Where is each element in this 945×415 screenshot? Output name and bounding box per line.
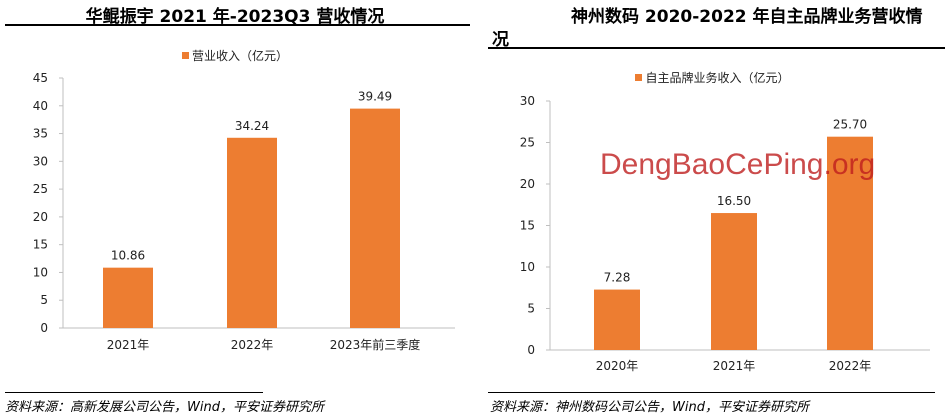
y-tick-label: 35: [33, 127, 48, 141]
x-tick-label: 2023年前三季度: [330, 337, 421, 352]
right-title-rule: [488, 47, 945, 49]
bar-value-label: 25.70: [833, 118, 867, 132]
left-source: 资料来源：高新发展公司公告，Wind，平安证券研究所: [5, 400, 324, 415]
x-tick-label: 2021年: [713, 359, 756, 373]
bar: [103, 267, 153, 328]
y-tick-label: 0: [527, 343, 535, 357]
y-tick-label: 5: [527, 302, 535, 316]
y-tick-label: 15: [520, 219, 535, 233]
bar-value-label: 7.28: [604, 271, 631, 285]
y-tick-label: 40: [33, 99, 48, 113]
bar: [594, 289, 640, 350]
y-tick-label: 5: [40, 293, 48, 307]
left-source-rule: [5, 392, 263, 393]
y-tick-label: 10: [33, 265, 48, 279]
bar-value-label: 10.86: [111, 249, 145, 263]
y-tick-label: 25: [520, 136, 535, 150]
right-chart-title-line1: 神州数码 2020-2022 年自主品牌业务营收情: [571, 7, 923, 27]
y-tick-label: 25: [33, 182, 48, 196]
x-tick-label: 2020年: [596, 359, 639, 373]
x-tick-label: 2022年: [231, 338, 274, 352]
x-tick-label: 2022年: [829, 359, 872, 373]
left-bar-chart: 0 5 10 15 20 25 30 35 40 45 10.86 2021年 34.24 2022年 39…: [33, 71, 455, 352]
y-tick-label: 30: [33, 154, 48, 168]
left-title-rule: [5, 24, 470, 26]
y-tick-label: 15: [33, 238, 48, 252]
bar: [827, 136, 873, 350]
left-chart-title: 华鲲振宇 2021 年-2023Q3 营收情况: [85, 7, 385, 27]
right-source: 资料来源：神州数码公司公告，Wind，平安证券研究所: [490, 400, 809, 415]
right-source-rule: [488, 392, 935, 393]
y-tick-label: 0: [40, 321, 48, 335]
left-legend: 营业收入（亿元）: [0, 47, 470, 64]
right-chart-title-line2: 况: [492, 30, 509, 50]
y-tick-label: 20: [520, 177, 535, 191]
y-tick-label: 20: [33, 210, 48, 224]
legend-swatch: [635, 74, 643, 81]
legend-swatch: [181, 52, 189, 59]
right-legend: 自主品牌业务收入（亿元）: [480, 69, 945, 86]
y-tick-label: 10: [520, 260, 535, 274]
bar-value-label: 39.49: [358, 90, 392, 104]
bar-value-label: 34.24: [235, 119, 269, 133]
watermark: DengBaoCePing.org: [600, 148, 876, 181]
left-legend-label: 营业收入（亿元）: [191, 49, 288, 63]
right-bar-chart: 0 5 10 15 20 25 30 7.28 2020年 16.50 2021年 25.70 2022…: [520, 94, 930, 373]
bar: [711, 213, 757, 350]
y-tick-label: 30: [520, 94, 535, 108]
x-tick-label: 2021年: [107, 338, 150, 352]
bar: [227, 137, 277, 328]
right-legend-label: 自主品牌业务收入（亿元）: [645, 71, 790, 85]
bar-value-label: 16.50: [717, 194, 751, 208]
bar: [350, 108, 400, 328]
y-tick-label: 45: [33, 71, 48, 85]
